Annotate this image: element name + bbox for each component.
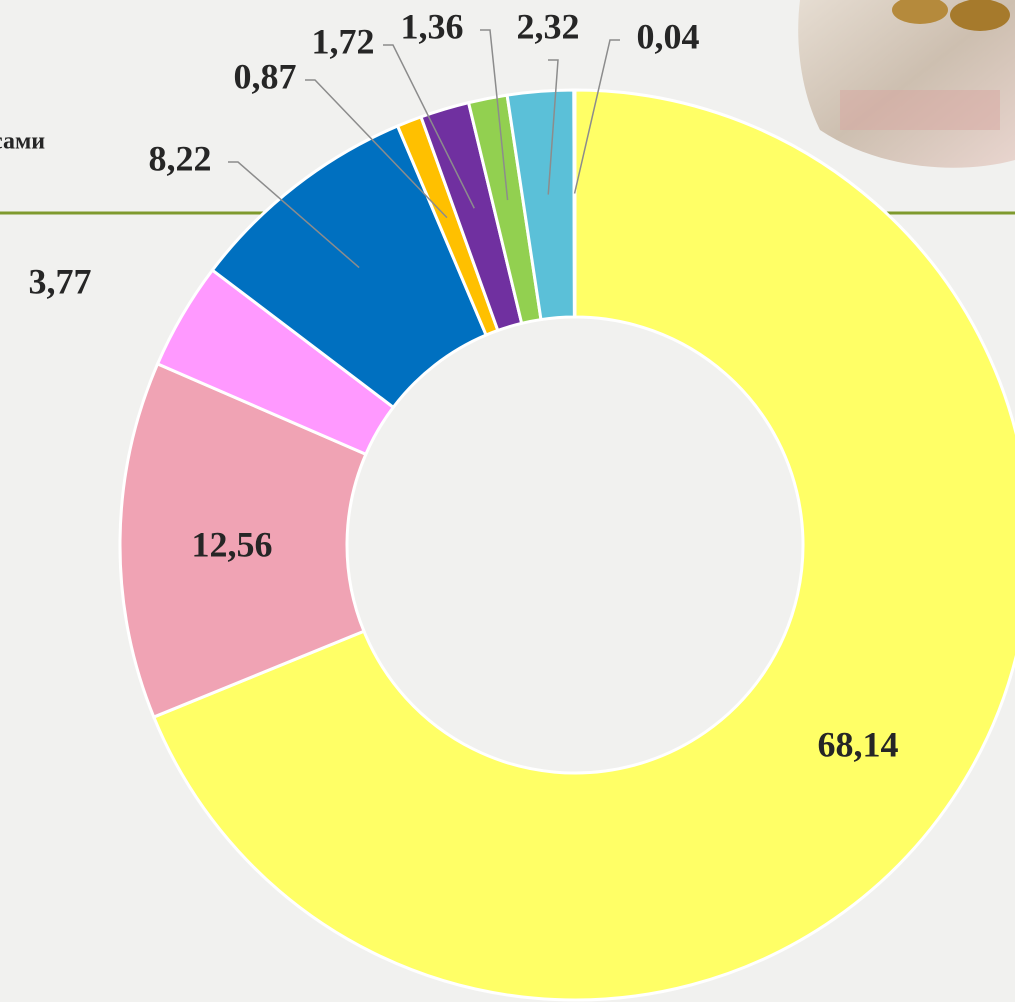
donut-segment — [151, 88, 1015, 1002]
leader-line — [573, 39, 620, 194]
leader-line — [305, 79, 448, 219]
coin — [950, 0, 1010, 31]
leader-line — [480, 29, 509, 201]
leader-line — [547, 59, 559, 195]
banknote — [840, 90, 1000, 130]
data-label: 2,32 — [517, 6, 580, 46]
data-label: 8,22 — [149, 138, 212, 178]
leader-line — [228, 161, 360, 269]
donut-segment — [572, 88, 577, 319]
data-label: 1,36 — [401, 6, 464, 46]
data-label: 3,77 — [29, 261, 92, 301]
data-label: 0,04 — [637, 16, 700, 56]
donut-segment — [118, 361, 368, 720]
data-label: 0,87 — [234, 56, 297, 96]
chart-title: сами — [0, 129, 45, 155]
data-label: 68,14 — [818, 724, 899, 764]
data-label: 12,56 — [192, 524, 273, 564]
leader-line — [383, 44, 475, 209]
coin — [892, 0, 948, 24]
data-label: 1,72 — [312, 21, 375, 61]
